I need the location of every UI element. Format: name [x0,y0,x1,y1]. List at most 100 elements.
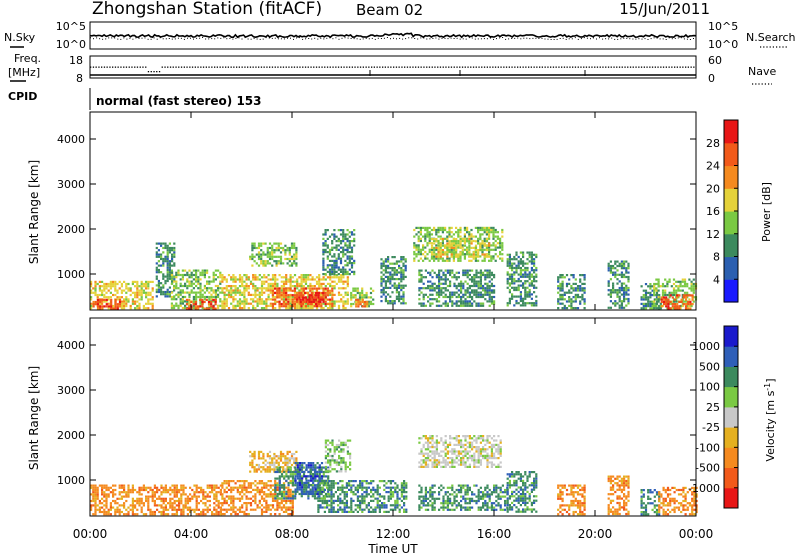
data-cell [655,296,659,299]
data-cell [657,285,660,288]
data-cell [112,491,115,494]
data-cell [488,246,491,249]
data-cell [353,273,356,276]
data-cell [389,295,392,298]
data-cell [679,307,682,310]
data-cell [438,273,441,277]
data-cell [453,302,456,305]
data-cell [192,304,195,307]
data-cell [470,246,473,249]
data-cell [453,291,456,294]
data-cell [279,255,283,258]
data-cell [382,273,385,276]
data-cell [147,486,150,489]
data-cell [155,255,158,258]
data-cell [324,268,327,271]
data-cell [112,307,115,310]
data-cell [293,289,296,292]
power-data-layer [90,226,698,310]
data-cell [535,299,538,303]
data-cell [251,452,254,456]
data-cell [219,488,222,492]
data-cell [291,513,294,516]
data-cell [683,278,687,281]
data-cell [508,302,511,305]
data-cell [441,249,445,252]
data-cell [561,296,564,299]
data-cell [475,291,478,294]
data-cell [490,228,493,232]
data-cell [169,486,172,489]
nave-dot [406,66,409,68]
data-cell [195,291,198,294]
data-cell [528,255,531,259]
data-cell [175,282,178,285]
data-cell [441,244,445,247]
nave-dot [640,66,643,68]
data-cell [200,513,203,516]
data-cell [322,300,325,303]
data-cell [168,262,171,265]
data-cell [185,303,189,306]
data-cell [620,271,623,274]
data-cell [472,253,475,256]
data-cell [618,273,621,276]
data-cell [156,486,159,489]
data-cell [438,287,441,290]
data-cell [463,228,466,232]
nave-dot [238,66,240,68]
data-cell [195,273,198,277]
data-cell [313,294,316,297]
nave-dot [459,66,461,68]
data-cell [304,307,308,310]
data-cell [142,484,145,487]
data-cell [348,240,351,243]
data-cell [153,502,156,505]
data-cell [446,278,449,281]
data-cell [424,293,427,296]
data-cell [199,271,202,274]
data-cell [232,495,235,498]
data-cell [304,302,308,305]
data-cell [186,271,189,274]
data-cell [170,269,173,272]
data-cell [665,303,668,306]
data-cell [94,484,97,487]
data-cell [268,253,272,256]
data-cell [180,488,183,492]
data-cell [160,242,163,245]
data-cell [337,268,340,271]
data-cell [522,275,525,278]
data-cell [112,280,115,283]
nave-dot [332,66,334,68]
data-cell [94,488,97,492]
data-cell [243,307,246,310]
data-cell [333,287,336,290]
data-cell [335,266,338,269]
data-cell [140,287,143,290]
data-cell [515,280,518,283]
data-cell [344,293,347,296]
data-cell [260,300,264,303]
data-cell [422,248,425,251]
data-cell [342,270,345,273]
nave-dot [337,66,340,68]
data-cell [318,282,321,285]
data-cell [212,307,215,310]
data-cell [340,300,343,303]
data-cell [439,253,442,256]
data-cell [207,303,211,306]
data-cell [559,287,562,290]
data-cell [488,235,491,238]
data-cell [175,488,178,492]
data-cell [105,303,108,306]
data-cell [415,233,418,236]
data-cell [138,491,141,494]
data-cell [683,282,687,286]
data-cell [227,497,231,500]
data-cell [561,298,564,301]
nave-dot [252,66,254,68]
data-cell [279,459,283,462]
data-cell [90,484,93,487]
data-cell [369,291,373,295]
